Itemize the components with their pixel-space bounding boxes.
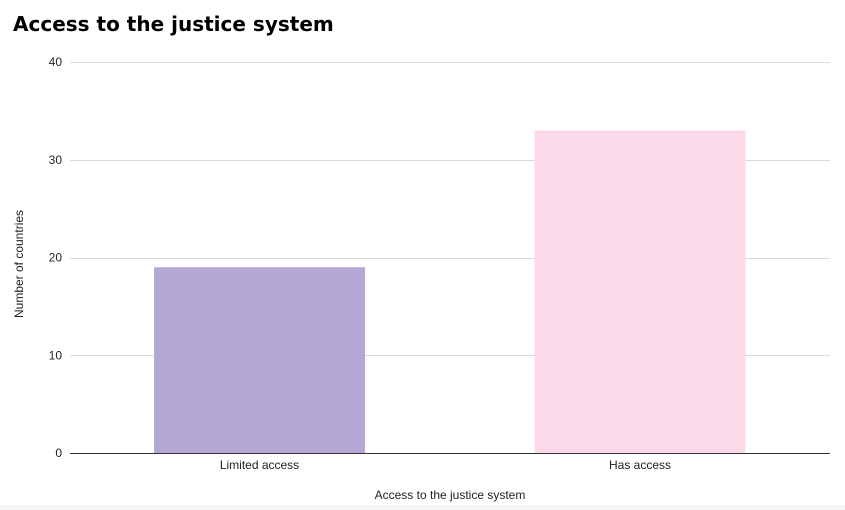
y-tick-label: 30 [49,153,63,167]
x-axis-tick-labels: Limited access Has access [220,458,671,472]
bar-has-access [534,130,746,454]
y-tick-label: 0 [55,446,62,460]
bar-limited-access [154,267,365,453]
x-tick-label: Limited access [220,458,299,472]
y-axis-tick-labels: 0 10 20 30 40 [49,55,63,460]
x-tick-label: Has access [609,458,671,472]
chart-title: Access to the justice system [13,12,334,36]
bars [154,130,746,454]
y-tick-label: 10 [49,348,63,362]
x-axis-label: Access to the justice system [375,488,526,502]
footer-strip [0,505,845,510]
y-tick-label: 40 [49,55,63,69]
y-axis-label: Number of countries [12,210,26,318]
y-tick-label: 20 [49,251,63,265]
